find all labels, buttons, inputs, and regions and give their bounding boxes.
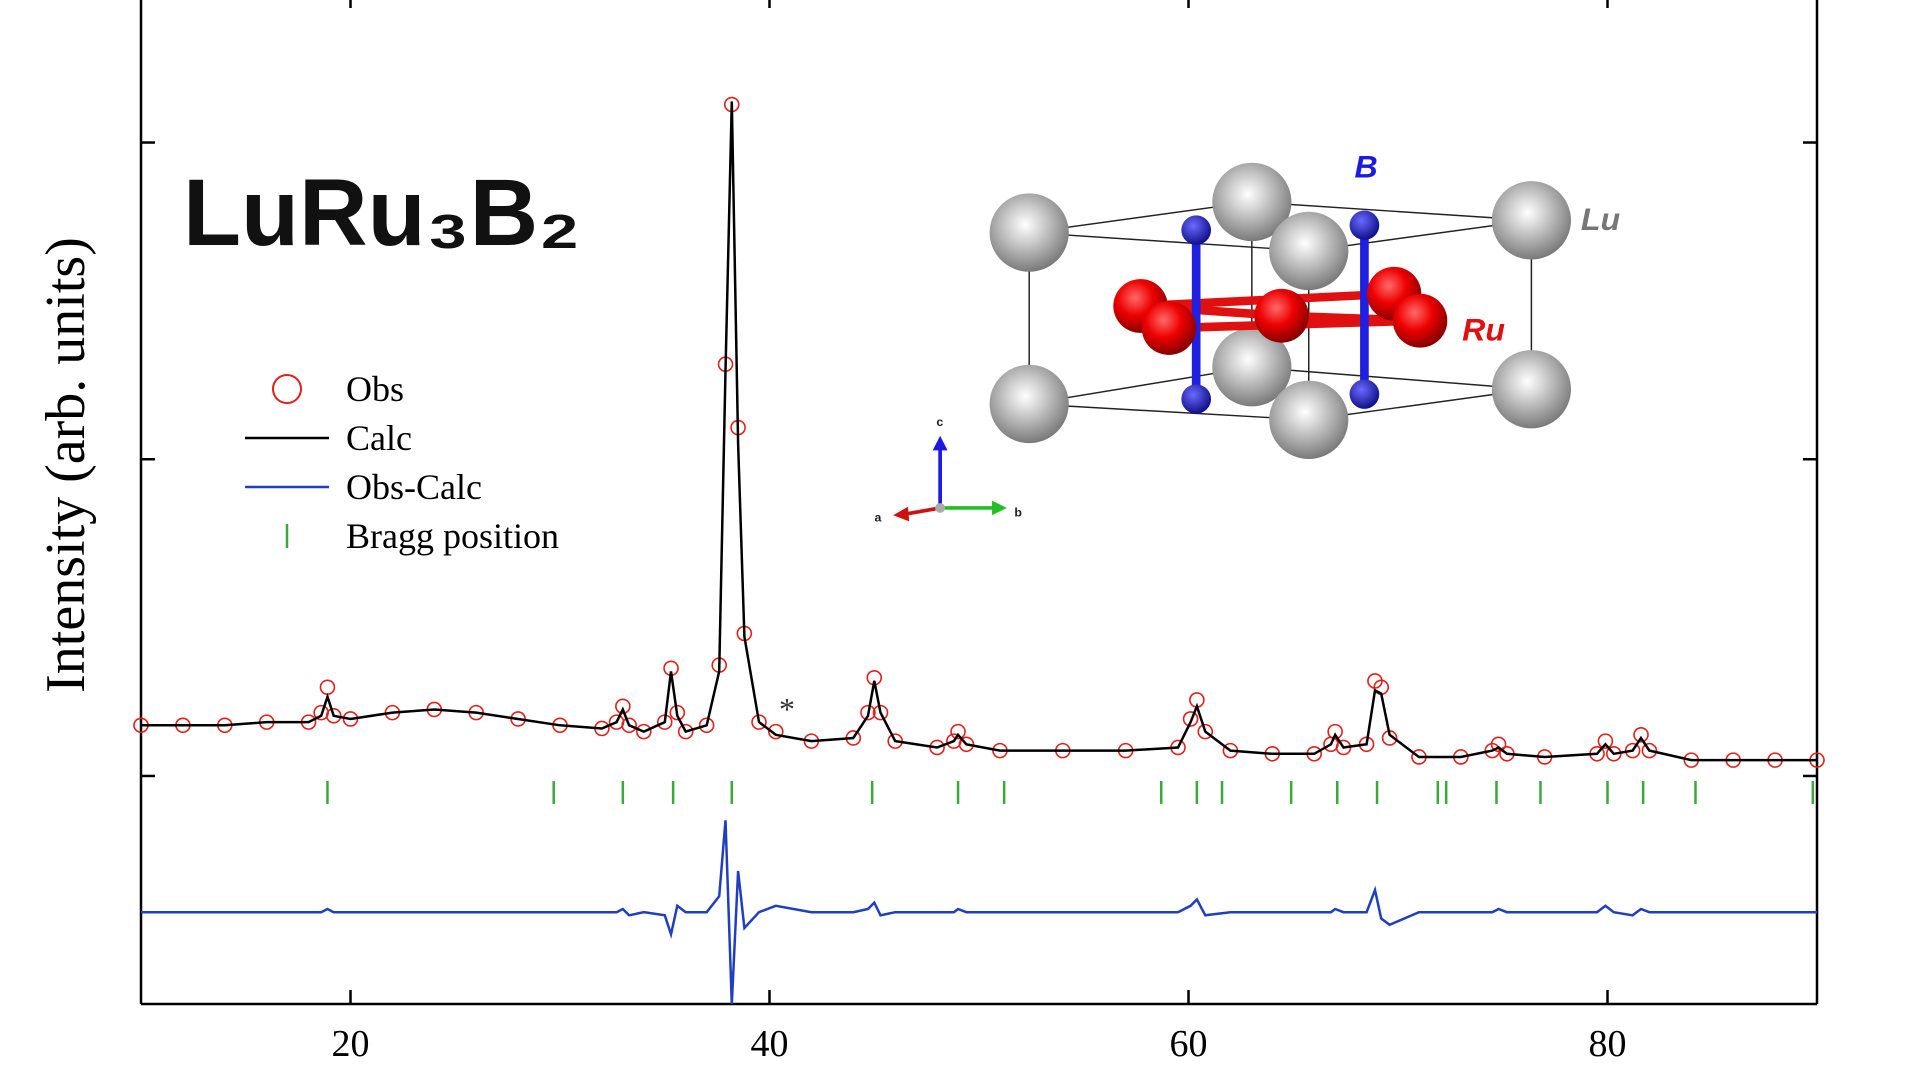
obs-marker xyxy=(615,698,631,715)
obs-marker xyxy=(319,679,336,696)
crystal-inset: B Lu Ru c b a xyxy=(875,149,1621,525)
impurity-marker: * xyxy=(779,691,795,727)
legend-label: Bragg position xyxy=(346,516,559,556)
obs-marker xyxy=(325,707,342,724)
obs-marker xyxy=(872,704,889,721)
x-tick-label: 80 xyxy=(1589,1023,1627,1065)
obs-marker xyxy=(1633,726,1649,743)
data-line xyxy=(141,820,1817,1005)
obs-marker xyxy=(1327,723,1343,740)
obs-marker xyxy=(1197,723,1214,740)
obs-marker xyxy=(860,704,876,721)
axis-triad-label: c xyxy=(936,415,943,429)
axis-triad-label: b xyxy=(1014,506,1022,520)
x-tick-label: 20 xyxy=(332,1023,370,1065)
obs-marker xyxy=(767,723,784,740)
x-tick-label: 60 xyxy=(1170,1023,1208,1065)
obs-marker xyxy=(950,723,966,740)
obs-marker xyxy=(1182,711,1199,727)
data-line xyxy=(141,101,1817,762)
obs-marker xyxy=(958,736,975,753)
obs-marker xyxy=(621,717,637,734)
obs-marker xyxy=(669,704,686,721)
inset-label: B xyxy=(1355,149,1378,185)
obs-marker xyxy=(698,717,715,734)
obs-marker xyxy=(1490,736,1507,753)
obs-marker xyxy=(1641,742,1658,759)
inset-label: Lu xyxy=(1581,201,1620,237)
obs-marker xyxy=(635,723,652,740)
axis-triad-label: a xyxy=(875,510,882,524)
obs-marker xyxy=(1597,733,1614,749)
legend-label: Obs-Calc xyxy=(346,467,482,507)
obs-marker xyxy=(677,723,694,740)
y-axis-label: Intensity (arb. units) xyxy=(35,237,97,693)
inset-label: Ru xyxy=(1462,311,1505,347)
legend-label: Calc xyxy=(346,418,412,458)
chart-title: LuRu₃B₂ xyxy=(183,160,580,266)
legend-swatch xyxy=(272,374,302,404)
x-tick-label: 40 xyxy=(751,1023,789,1065)
legend-label: Obs xyxy=(346,369,404,409)
